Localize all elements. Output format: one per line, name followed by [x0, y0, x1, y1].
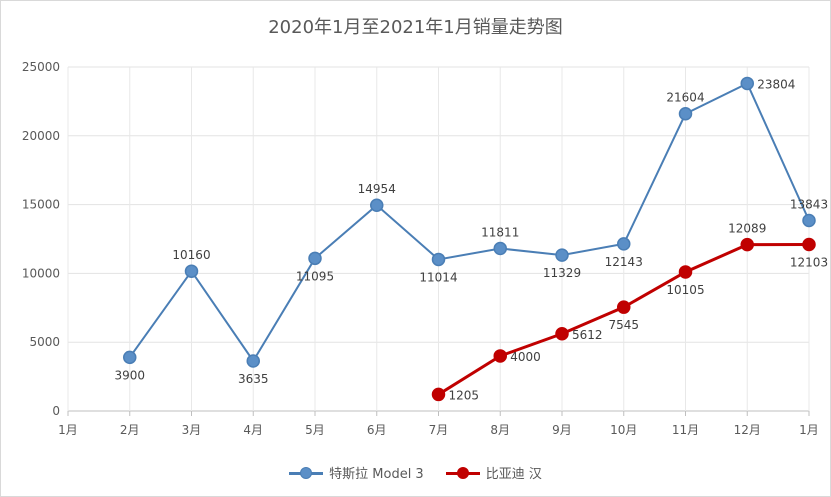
- series-0-data-label: 21604: [666, 91, 704, 105]
- series-0-point: [370, 198, 384, 212]
- x-tick-label: 6月: [367, 423, 387, 437]
- x-tick-label: 10月: [610, 423, 637, 437]
- series-1-data-label: 12103: [790, 255, 828, 269]
- x-tick-label: 11月: [672, 423, 699, 437]
- series-0-point: [184, 264, 199, 278]
- series-0-point: [678, 106, 693, 121]
- y-tick-label: 5000: [29, 335, 60, 349]
- x-tick-label: 3月: [182, 423, 202, 437]
- series-0-point: [802, 213, 816, 228]
- series-0-data-label: 12143: [605, 255, 643, 269]
- series-0-data-label: 3900: [114, 368, 145, 382]
- series-0-point: [431, 252, 446, 267]
- series-0-data-label: 13843: [790, 198, 828, 212]
- x-tick-label: 9月: [552, 423, 572, 437]
- series-0-point: [246, 354, 260, 368]
- legend-item-tesla: 特斯拉 Model 3: [289, 463, 424, 482]
- series-1-point: [555, 327, 569, 341]
- series-0-point: [123, 350, 137, 365]
- y-tick-label: 20000: [22, 129, 60, 143]
- series-1-point: [802, 237, 816, 252]
- series-0-data-label: 14954: [358, 182, 396, 196]
- legend-item-byd-han: 比亚迪 汉: [445, 463, 542, 482]
- x-tick-label: 1月: [58, 423, 78, 437]
- legend-swatch-byd-han: [445, 466, 480, 479]
- series-1-point: [493, 349, 507, 363]
- series-0-point: [493, 241, 507, 256]
- series-0-data-label: 11014: [419, 270, 457, 284]
- legend: 特斯拉 Model 3 比亚迪 汉: [1, 463, 830, 482]
- series-0-data-label: 23804: [757, 77, 795, 91]
- series-0-data-label: 10160: [172, 248, 210, 262]
- series-0-data-label: 11095: [296, 269, 334, 283]
- series-1-data-label: 12089: [728, 222, 766, 236]
- y-tick-label: 25000: [22, 60, 60, 74]
- series-0-data-label: 11811: [481, 225, 519, 239]
- chart-plot: 0 5000 10000 15000 20000 25000 1月 2月 3月 4月 5月 6月 7月 8…: [22, 60, 828, 437]
- series-0-point: [740, 76, 754, 91]
- legend-swatch-tesla: [289, 466, 324, 479]
- legend-label-tesla: 特斯拉 Model 3: [329, 467, 424, 482]
- series-1-data-label: 5612: [572, 328, 603, 342]
- y-tick-label: 15000: [22, 198, 60, 212]
- series-1-point: [431, 387, 446, 402]
- x-tick-label: 12月: [734, 423, 761, 437]
- y-tick-label: 0: [52, 404, 60, 418]
- x-tick-label: 1月: [799, 423, 819, 437]
- x-tick-label: 7月: [429, 423, 449, 437]
- legend-label-byd-han: 比亚迪 汉: [485, 467, 542, 482]
- series-0-point: [555, 248, 569, 262]
- series-1-point: [740, 237, 754, 252]
- x-tick-label: 4月: [243, 423, 263, 437]
- series-0-data-label: 11329: [543, 266, 581, 280]
- series-1-data-label: 7545: [608, 318, 639, 332]
- chart-title: 2020年1月至2021年1月销量走势图: [268, 17, 563, 38]
- series-1-point: [617, 300, 631, 314]
- y-tick-label: 10000: [22, 266, 60, 280]
- series-1-point: [678, 265, 693, 279]
- series-line-0: [128, 82, 810, 363]
- series-0-point: [308, 251, 322, 266]
- x-tick-label: 5月: [305, 423, 325, 437]
- x-tick-label: 2月: [120, 423, 140, 437]
- series-1-data-label: 1205: [449, 388, 480, 402]
- series-0-point: [617, 237, 631, 251]
- x-tick-label: 8月: [490, 423, 510, 437]
- series-0-data-label: 3635: [238, 372, 269, 386]
- series-1-data-label: 4000: [510, 350, 541, 364]
- series-1-data-label: 10105: [666, 283, 704, 297]
